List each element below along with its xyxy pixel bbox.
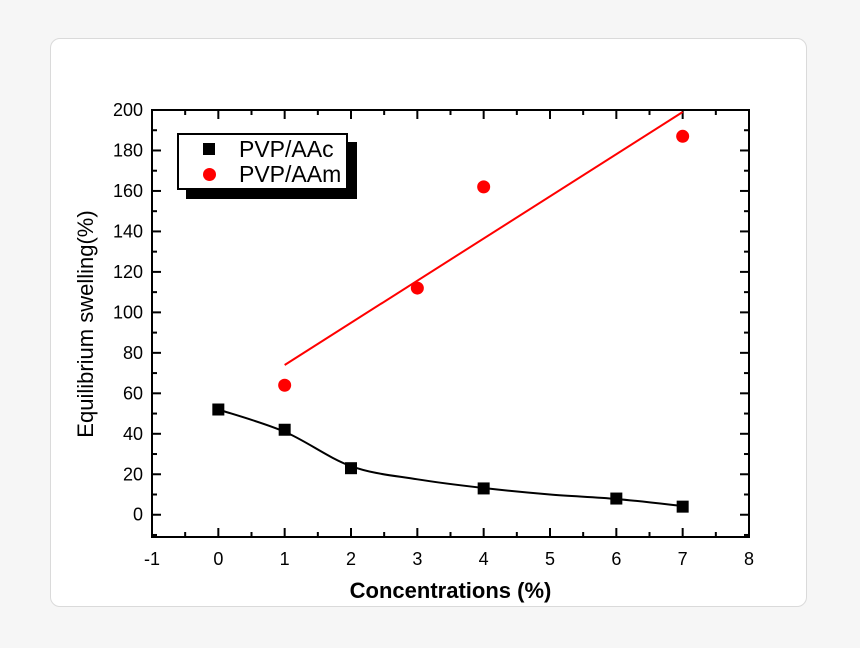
y-tick-label: 140	[113, 221, 143, 241]
x-tick-label: 2	[346, 549, 356, 569]
y-tick-label: 100	[113, 302, 143, 322]
x-tick-label: 1	[280, 549, 290, 569]
y-tick-label: 0	[133, 505, 143, 525]
y-axis-title: Equilibrium swelling(%)	[73, 210, 98, 438]
y-tick-label: 180	[113, 140, 143, 160]
y-tick-label: 120	[113, 262, 143, 282]
x-tick-label: 7	[678, 549, 688, 569]
x-tick-label: 5	[545, 549, 555, 569]
data-point-circle	[676, 129, 690, 143]
square-marker-icon	[203, 143, 215, 155]
legend-label-pvp-aam: PVP/AAm	[239, 160, 342, 187]
legend-item-pvp-aac: PVP/AAc	[179, 137, 346, 162]
legend-label-pvp-aac: PVP/AAc	[239, 135, 334, 162]
x-tick-label: 3	[412, 549, 422, 569]
legend-item-pvp-aam: PVP/AAm	[179, 162, 346, 187]
y-tick-label: 20	[123, 464, 143, 484]
x-tick-label: 4	[479, 549, 489, 569]
data-point-square	[477, 482, 490, 495]
data-point-square	[278, 423, 291, 436]
data-point-circle	[477, 180, 491, 194]
y-tick-label: 40	[123, 424, 143, 444]
plot-frame	[151, 109, 750, 538]
x-tick-label: 8	[744, 549, 754, 569]
data-point-square	[610, 492, 623, 505]
fit-curve-pvp-aac	[218, 408, 683, 508]
data-point-square	[212, 403, 225, 416]
legend: PVP/AAc PVP/AAm	[177, 133, 348, 190]
y-tick-label: 60	[123, 383, 143, 403]
y-tick-label: 80	[123, 343, 143, 363]
x-axis-title: Concentrations (%)	[349, 578, 552, 603]
data-point-circle	[410, 281, 424, 295]
fit-line-pvp-aam	[284, 111, 684, 366]
y-tick-label: 160	[113, 181, 143, 201]
x-tick-label: 0	[213, 549, 223, 569]
x-tick-label: 6	[611, 549, 621, 569]
circle-marker-icon	[202, 167, 216, 181]
data-point-square	[345, 462, 357, 475]
data-point-square	[676, 500, 689, 513]
y-tick-label: 200	[113, 100, 143, 120]
legend-marker-cell	[179, 143, 239, 155]
x-tick-label: -1	[144, 549, 160, 569]
data-point-circle	[278, 378, 292, 392]
legend-marker-cell	[179, 167, 239, 181]
